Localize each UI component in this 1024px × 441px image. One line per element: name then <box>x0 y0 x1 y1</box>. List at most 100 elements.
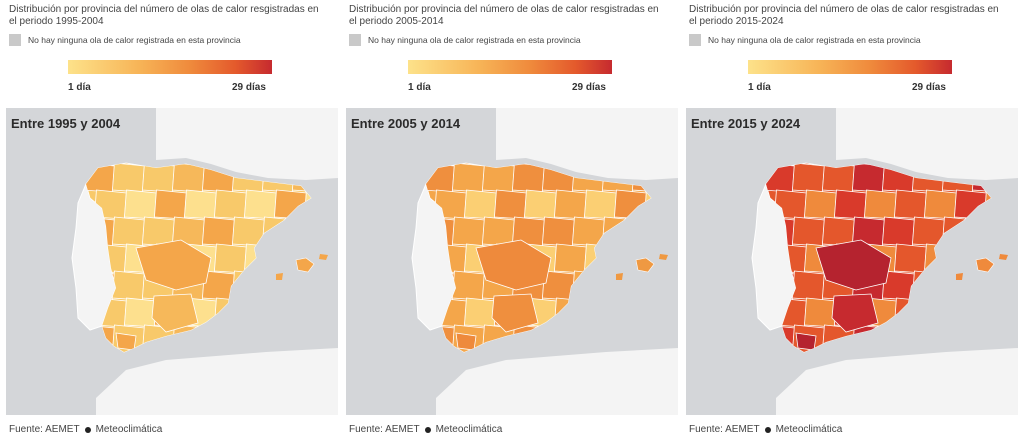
scale-max-label: 29 días <box>232 82 266 93</box>
france-land <box>156 108 338 180</box>
province <box>124 297 157 328</box>
map-canvas <box>751 108 1018 415</box>
province <box>262 324 295 352</box>
province <box>304 189 311 220</box>
scale-min-label: 1 día <box>748 82 771 93</box>
province <box>202 216 235 247</box>
province <box>766 163 795 193</box>
province <box>894 297 927 328</box>
spain-provinces <box>765 162 992 353</box>
province <box>644 297 651 328</box>
province <box>804 189 837 220</box>
color-scale-bar <box>408 60 612 74</box>
province <box>894 243 927 274</box>
province-cadiz <box>455 332 477 351</box>
province <box>792 270 825 301</box>
color-scale-bar <box>748 60 952 74</box>
scale-max-label: 29 días <box>572 82 606 93</box>
province <box>864 189 897 220</box>
province-south <box>831 293 879 333</box>
province <box>292 216 311 247</box>
island-menorca <box>319 254 328 260</box>
province <box>304 297 311 328</box>
island-ibiza <box>616 273 623 280</box>
source-dot <box>84 426 91 433</box>
province-core <box>815 239 892 291</box>
province <box>554 243 587 274</box>
province <box>464 189 497 220</box>
province <box>924 243 957 274</box>
province <box>214 243 247 274</box>
island-mallorca <box>975 257 995 273</box>
province <box>584 243 617 274</box>
province <box>244 243 277 274</box>
province <box>792 163 825 193</box>
province <box>852 163 885 193</box>
province <box>464 297 497 328</box>
province <box>924 297 957 328</box>
province <box>124 189 157 220</box>
province <box>542 216 575 247</box>
province <box>172 163 205 193</box>
map-panel-1995-2004: Distribución por provincia del número de… <box>6 0 338 441</box>
spain-provinces <box>85 162 312 353</box>
province-south <box>151 293 199 333</box>
panel-title: Distribución por provincia del número de… <box>9 4 319 27</box>
province-cells <box>766 163 991 352</box>
island-ibiza <box>956 273 963 280</box>
source-partner: Meteoclimática <box>435 424 503 435</box>
province <box>984 297 991 328</box>
map-panel-2005-2014: Distribución por provincia del número de… <box>346 0 678 441</box>
source-label: Fuente: AEMET <box>349 424 420 435</box>
panel-title: Distribución por provincia del número de… <box>349 4 659 27</box>
province <box>512 163 545 193</box>
province <box>614 189 647 220</box>
province <box>244 297 277 328</box>
nodata-swatch <box>349 34 361 46</box>
nodata-text: No hay ninguna ola de calor registrada e… <box>368 35 581 45</box>
province <box>912 324 945 352</box>
province <box>632 270 651 301</box>
province <box>584 297 617 328</box>
province-cadiz <box>795 332 817 351</box>
province-cells <box>426 163 651 352</box>
province-core <box>135 239 212 291</box>
island-mallorca <box>635 257 655 273</box>
island-menorca <box>999 254 1008 260</box>
province <box>232 270 265 301</box>
source-dot <box>764 426 771 433</box>
province <box>852 324 885 352</box>
province <box>524 189 557 220</box>
province <box>112 270 145 301</box>
map-title: Entre 2005 y 2014 <box>351 116 461 131</box>
province <box>274 297 307 328</box>
france-land <box>496 108 678 180</box>
island-ibiza <box>276 273 283 280</box>
province <box>912 270 945 301</box>
panel-title: Distribución por provincia del número de… <box>689 4 999 27</box>
province <box>86 163 115 193</box>
province <box>792 216 825 247</box>
source-label: Fuente: AEMET <box>9 424 80 435</box>
color-scale-bar <box>68 60 272 74</box>
province <box>232 324 265 352</box>
nodata-legend: No hay ninguna ola de calor registrada e… <box>689 34 921 46</box>
nodata-text: No hay ninguna ola de calor registrada e… <box>708 35 921 45</box>
island-mallorca <box>295 257 315 273</box>
province <box>972 270 991 301</box>
province <box>112 163 145 193</box>
province <box>602 324 635 352</box>
province <box>112 216 145 247</box>
province <box>882 216 915 247</box>
map-canvas <box>71 108 338 415</box>
source-line: Fuente: AEMET Meteoclimática <box>349 424 502 435</box>
scale-max-label: 29 días <box>912 82 946 93</box>
province <box>942 324 975 352</box>
choropleth-map: Entre 2015 y 2024 <box>686 108 1018 415</box>
source-line: Fuente: AEMET Meteoclimática <box>9 424 162 435</box>
province <box>882 324 915 352</box>
province <box>184 189 217 220</box>
province <box>602 216 635 247</box>
map-title: Entre 2015 y 2024 <box>691 116 801 131</box>
province <box>614 297 647 328</box>
